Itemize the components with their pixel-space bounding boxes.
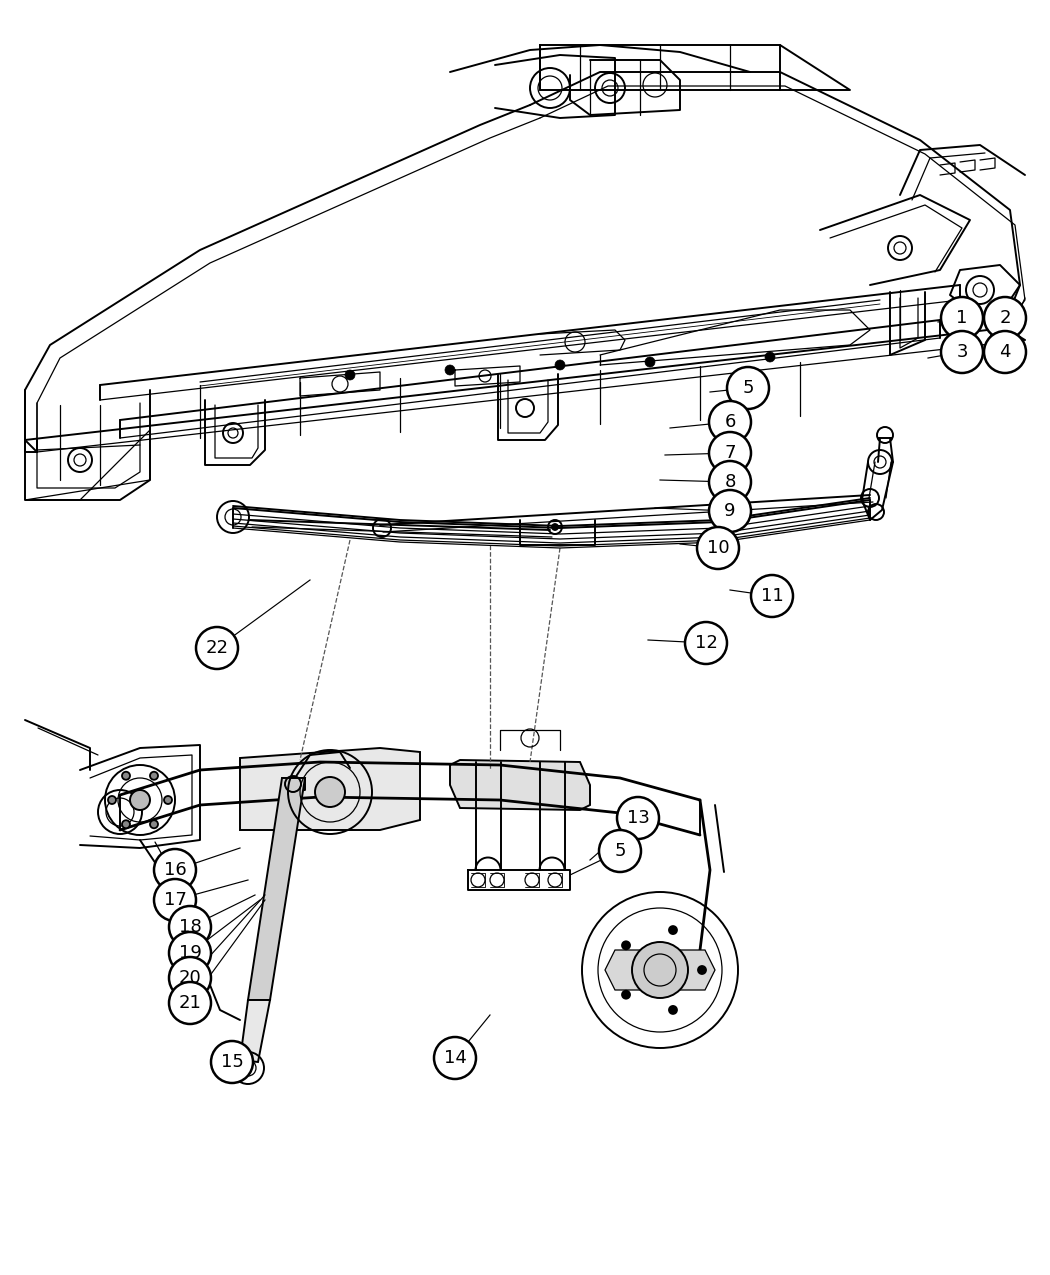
Circle shape — [632, 942, 688, 998]
Circle shape — [196, 627, 238, 669]
Text: 11: 11 — [760, 586, 783, 606]
Circle shape — [315, 776, 345, 807]
Circle shape — [552, 524, 558, 530]
Circle shape — [108, 796, 116, 805]
Text: 21: 21 — [178, 994, 202, 1012]
Text: 13: 13 — [627, 810, 650, 827]
Circle shape — [169, 982, 211, 1024]
Circle shape — [169, 958, 211, 1000]
Circle shape — [622, 941, 630, 950]
Circle shape — [445, 365, 455, 375]
Circle shape — [765, 352, 775, 362]
Polygon shape — [240, 748, 420, 830]
Circle shape — [669, 926, 677, 935]
Circle shape — [751, 575, 793, 617]
Text: 3: 3 — [957, 343, 968, 361]
Circle shape — [130, 790, 150, 810]
Text: 12: 12 — [694, 634, 717, 652]
Circle shape — [709, 490, 751, 532]
Circle shape — [669, 1006, 677, 1014]
Circle shape — [150, 771, 157, 780]
Text: 22: 22 — [206, 639, 229, 657]
Circle shape — [984, 297, 1026, 339]
Circle shape — [598, 830, 640, 872]
Polygon shape — [450, 760, 590, 810]
Text: 6: 6 — [724, 413, 736, 431]
Circle shape — [698, 966, 706, 974]
Circle shape — [709, 462, 751, 504]
Text: 8: 8 — [724, 473, 736, 491]
Text: 15: 15 — [220, 1053, 244, 1071]
Text: 20: 20 — [178, 969, 202, 987]
Circle shape — [434, 1037, 476, 1079]
Circle shape — [941, 332, 983, 374]
Circle shape — [150, 820, 157, 829]
Text: 5: 5 — [614, 842, 626, 861]
Circle shape — [169, 907, 211, 949]
Polygon shape — [248, 778, 304, 1000]
Circle shape — [709, 402, 751, 442]
Circle shape — [169, 932, 211, 974]
Circle shape — [122, 771, 130, 780]
Text: 9: 9 — [724, 502, 736, 520]
Text: 19: 19 — [178, 944, 202, 963]
Polygon shape — [605, 950, 715, 989]
Text: 10: 10 — [707, 539, 730, 557]
Text: 7: 7 — [724, 444, 736, 462]
Circle shape — [709, 432, 751, 474]
Circle shape — [727, 367, 769, 409]
Circle shape — [345, 370, 355, 380]
Circle shape — [617, 797, 659, 839]
Circle shape — [645, 357, 655, 367]
Circle shape — [984, 332, 1026, 374]
Text: 18: 18 — [178, 918, 202, 936]
Circle shape — [941, 297, 983, 339]
Circle shape — [622, 991, 630, 998]
Circle shape — [211, 1040, 253, 1082]
Circle shape — [555, 360, 565, 370]
Text: 14: 14 — [443, 1049, 466, 1067]
Text: 5: 5 — [742, 379, 754, 397]
Circle shape — [122, 820, 130, 829]
Circle shape — [154, 849, 196, 891]
Text: 2: 2 — [1000, 309, 1011, 326]
Circle shape — [164, 796, 172, 805]
Text: 16: 16 — [164, 861, 187, 878]
Circle shape — [685, 622, 727, 664]
Polygon shape — [240, 1000, 270, 1062]
Text: 4: 4 — [1000, 343, 1011, 361]
Text: 17: 17 — [164, 891, 187, 909]
Circle shape — [154, 878, 196, 921]
Circle shape — [697, 527, 739, 569]
Text: 1: 1 — [957, 309, 968, 326]
